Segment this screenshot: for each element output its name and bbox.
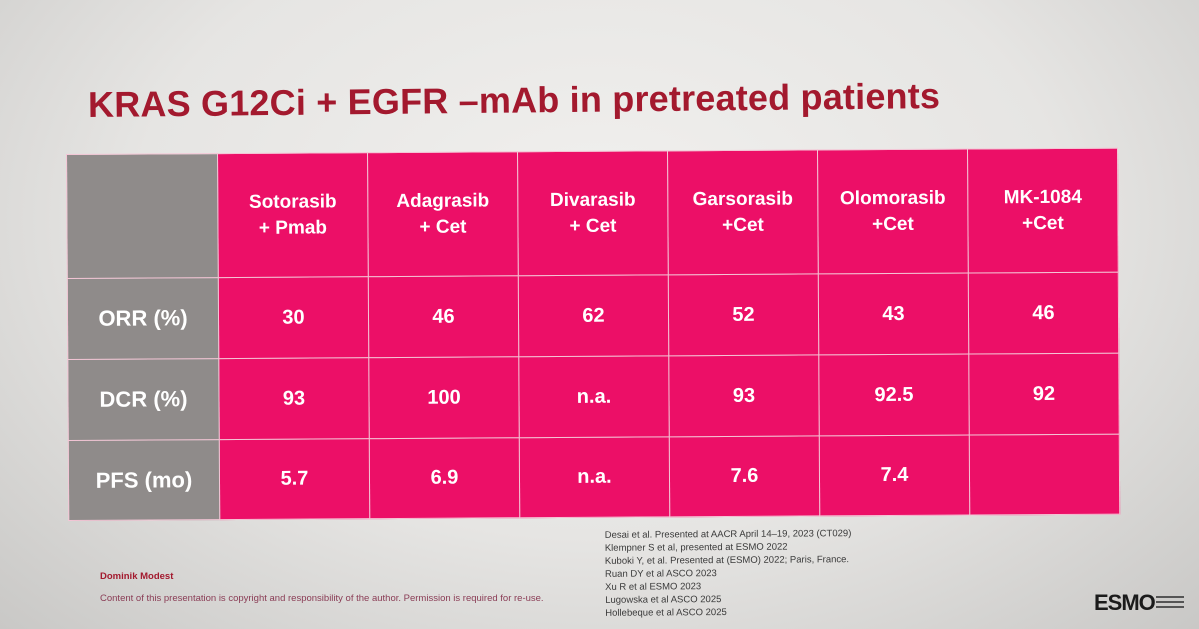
table-header-row: Sotorasib + Pmab Adagrasib + Cet Divaras… — [66, 148, 1119, 279]
slide-title: KRAS G12Ci + EGFR –mAb in pretreated pat… — [87, 75, 941, 125]
references-list: Desai et al. Presented at AACR April 14–… — [605, 527, 852, 620]
table-cell: 6.9 — [369, 437, 520, 519]
table-cell: 92 — [968, 353, 1120, 435]
column-header: Divarasib + Cet — [517, 150, 669, 276]
reference-item: Kuboki Y, et al. Presented at (ESMO) 202… — [604, 554, 850, 567]
column-header: Garsorasib +Cet — [667, 149, 819, 275]
table-row: PFS (mo) 5.7 6.9 n.a. 7.6 7.4 — [68, 434, 1120, 521]
column-header-line1: Adagrasib — [396, 189, 490, 212]
table-cell: 92.5 — [818, 353, 970, 436]
table-cell: 93 — [668, 354, 820, 437]
table-cell: 7.6 — [669, 435, 820, 517]
table-row: DCR (%) 93 100 n.a. 93 92.5 92 — [67, 353, 1120, 441]
table-cell: 100 — [368, 356, 520, 439]
table-cell: 62 — [518, 274, 669, 357]
column-header: Olomorasib +Cet — [817, 148, 969, 274]
reference-item: Desai et al. Presented at AACR April 14–… — [604, 528, 852, 541]
table-cell: 46 — [368, 275, 519, 358]
table-cell: 52 — [668, 273, 819, 356]
table-cell: 43 — [818, 272, 969, 355]
column-header-line1: MK-1084 — [1003, 186, 1082, 208]
column-header-line2: + Cet — [419, 216, 467, 238]
esmo-logo: ESMO — [1094, 590, 1186, 616]
table-corner-cell — [66, 153, 219, 279]
column-header-line1: Garsorasib — [692, 188, 794, 210]
column-header-line2: +Cet — [722, 214, 764, 236]
column-header: MK-1084 +Cet — [967, 148, 1119, 273]
esmo-logo-text: ESMO — [1094, 590, 1156, 615]
column-header: Sotorasib + Pmab — [217, 152, 369, 278]
esmo-logo-tagline-icon — [1156, 596, 1184, 611]
table-cell: 93 — [218, 357, 370, 440]
copyright-disclaimer: Content of this presentation is copyrigh… — [100, 593, 544, 604]
table-cell: 46 — [968, 272, 1119, 354]
column-header-line2: + Cet — [569, 215, 617, 237]
table-cell: n.a. — [519, 436, 670, 518]
author-name: Dominik Modest — [100, 571, 174, 582]
table-cell: n.a. — [518, 355, 670, 438]
row-label: ORR (%) — [67, 277, 219, 360]
column-header-line2: + Pmab — [258, 216, 328, 239]
row-label: PFS (mo) — [68, 439, 220, 521]
reference-item: Hollebeque et al ASCO 2025 — [605, 607, 727, 619]
results-table: Sotorasib + Pmab Adagrasib + Cet Divaras… — [66, 148, 1120, 521]
results-table-wrapper: Sotorasib + Pmab Adagrasib + Cet Divaras… — [66, 148, 1120, 521]
table-cell: 30 — [218, 276, 369, 359]
column-header-line2: +Cet — [872, 213, 914, 235]
row-label: DCR (%) — [67, 358, 220, 441]
table-cell: 7.4 — [819, 434, 970, 516]
column-header-line1: Olomorasib — [839, 187, 946, 209]
column-header-line2: +Cet — [1022, 212, 1064, 234]
column-header-line1: Sotorasib — [248, 190, 337, 213]
table-cell — [969, 434, 1120, 515]
table-row: ORR (%) 30 46 62 52 43 46 — [67, 272, 1119, 360]
column-header: Adagrasib + Cet — [367, 151, 519, 277]
column-header-line1: Divarasib — [549, 189, 636, 211]
table-cell: 5.7 — [219, 438, 370, 520]
